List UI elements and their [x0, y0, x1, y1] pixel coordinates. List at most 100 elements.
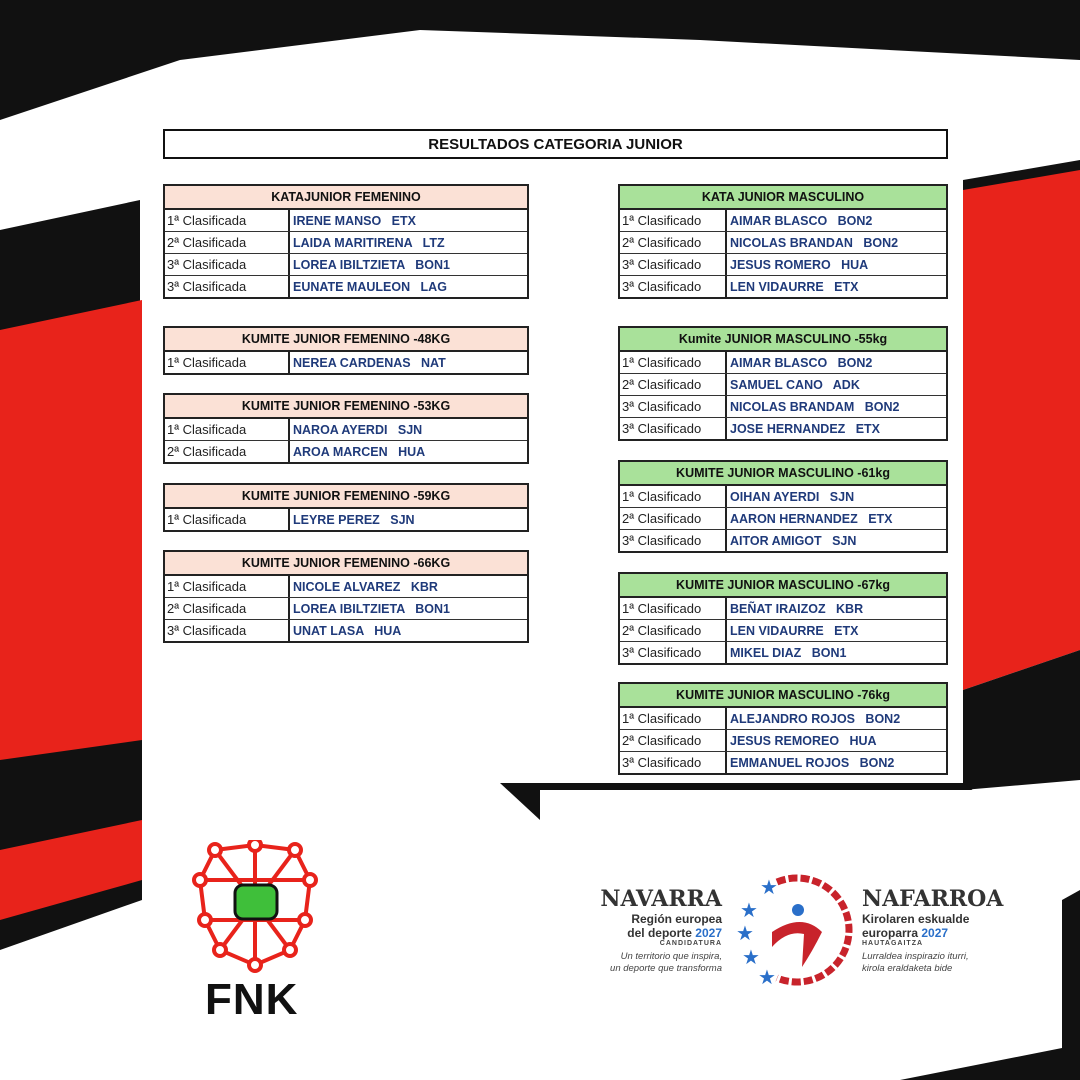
placement-label: 1ª Clasificada [165, 509, 290, 530]
placement-label: 1ª Clasificada [165, 210, 290, 231]
athlete-club: AARON HERNANDEZ ETX [730, 511, 893, 526]
navarra-sub1: Región europea [631, 912, 722, 926]
table-row: 2ª Clasificada LAIDA MARITIRENA LTZ [165, 232, 527, 254]
table-row: 3ª Clasificado JOSE HERNANDEZ ETX [620, 418, 946, 439]
table-row: 1ª Clasificada IRENE MANSO ETX [165, 210, 527, 232]
svg-text:★: ★ [758, 967, 776, 988]
results-table: KUMITE JUNIOR FEMENINO -59KG 1ª Clasifica… [163, 483, 529, 532]
placement-label: 3ª Clasificado [620, 752, 727, 773]
athlete-club: LEN VIDAURRE ETX [730, 279, 859, 294]
table-row: 1ª Clasificado ALEJANDRO ROJOS BON2 [620, 708, 946, 730]
athlete-club: OIHAN AYERDI SJN [730, 489, 855, 504]
placement-label: 3ª Clasificado [620, 254, 727, 275]
navarra-year: 2027 [695, 926, 722, 940]
svg-text:★: ★ [742, 947, 760, 969]
table-header: KATA JUNIOR MASCULINO [620, 186, 946, 210]
nafarroa-sub1: Kirolaren eskualde [862, 912, 970, 926]
table-header: KATAJUNIOR FEMENINO [165, 186, 527, 210]
results-table: KUMITE JUNIOR FEMENINO -53KG 1ª Clasifica… [163, 393, 529, 464]
table-row: 3ª Clasificado LEN VIDAURRE ETX [620, 276, 946, 297]
navarra-title: NAVARRA [600, 886, 722, 912]
athlete-club: LOREA IBILTZIETA BON1 [293, 257, 450, 272]
nafarroa-sub2: europarra [862, 926, 922, 940]
table-header: KUMITE JUNIOR FEMENINO -53KG [165, 395, 527, 419]
results-table: KUMITE JUNIOR FEMENINO -66KG 1ª Clasifica… [163, 550, 529, 643]
athlete-club: SAMUEL CANO ADK [730, 377, 860, 392]
table-row: 3ª Clasificado EMMANUEL ROJOS BON2 [620, 752, 946, 773]
table-row: 1ª Clasificada LEYRE PEREZ SJN [165, 509, 527, 530]
placement-label: 1ª Clasificado [620, 598, 727, 619]
athlete-club: MIKEL DIAZ BON1 [730, 645, 847, 660]
results-table: KUMITE JUNIOR MASCULINO -67kg 1ª Clasific… [618, 572, 948, 665]
athlete-club: BEÑAT IRAIZOZ KBR [730, 601, 864, 616]
results-table: KATAJUNIOR FEMENINO 1ª Clasificada IRENE M… [163, 184, 529, 299]
table-row: 3ª Clasificada LOREA IBILTZIETA BON1 [165, 254, 527, 276]
table-row: 3ª Clasificado AITOR AMIGOT SJN [620, 530, 946, 551]
athlete-club: ALEJANDRO ROJOS BON2 [730, 711, 901, 726]
athlete-club: AROA MARCEN HUA [293, 444, 426, 459]
svg-text:★: ★ [760, 877, 778, 899]
athlete-club: AITOR AMIGOT SJN [730, 533, 857, 548]
placement-label: 3ª Clasificado [620, 418, 727, 439]
table-row: 2ª Clasificado AARON HERNANDEZ ETX [620, 508, 946, 530]
navarra-slogan1: Un territorio que inspira, [620, 951, 722, 962]
table-row: 3ª Clasificado MIKEL DIAZ BON1 [620, 642, 946, 663]
placement-label: 2ª Clasificado [620, 232, 727, 253]
fnk-logo-icon [192, 840, 318, 973]
placement-label: 1ª Clasificado [620, 708, 727, 729]
table-row: 1ª Clasificada NEREA CARDENAS NAT [165, 352, 527, 373]
table-header: KUMITE JUNIOR FEMENINO -48KG [165, 328, 527, 352]
placement-label: 2ª Clasificada [165, 232, 290, 253]
athlete-club: NICOLE ALVAREZ KBR [293, 579, 438, 594]
athlete-club: EMMANUEL ROJOS BON2 [730, 755, 895, 770]
placement-label: 3ª Clasificada [165, 254, 290, 275]
athlete-club: NICOLAS BRANDAM BON2 [730, 399, 900, 414]
table-row: 1ª Clasificada NAROA AYERDI SJN [165, 419, 527, 441]
table-row: 3ª Clasificada UNAT LASA HUA [165, 620, 527, 641]
athlete-club: NAROA AYERDI SJN [293, 422, 423, 437]
athlete-club: UNAT LASA HUA [293, 623, 402, 638]
placement-label: 1ª Clasificado [620, 352, 727, 373]
nafarroa-title: NAFARROA [862, 886, 1004, 912]
table-header: Kumite JUNIOR MASCULINO -55kg [620, 328, 946, 352]
svg-text:★: ★ [740, 900, 758, 922]
placement-label: 2ª Clasificado [620, 508, 727, 529]
athlete-club: EUNATE MAULEON LAG [293, 279, 447, 294]
placement-label: 1ª Clasificada [165, 419, 290, 440]
placement-label: 3ª Clasificada [165, 620, 290, 641]
placement-label: 2ª Clasificado [620, 730, 727, 751]
athlete-club: AIMAR BLASCO BON2 [730, 355, 873, 370]
navarra-sub2: del deporte [627, 926, 696, 940]
navarra-tag: CANDIDATURA [659, 940, 722, 947]
table-row: 3ª Clasificado NICOLAS BRANDAM BON2 [620, 396, 946, 418]
table-row: 2ª Clasificado LEN VIDAURRE ETX [620, 620, 946, 642]
placement-label: 1ª Clasificada [165, 576, 290, 597]
placement-label: 3ª Clasificado [620, 276, 727, 297]
table-row: 1ª Clasificado OIHAN AYERDI SJN [620, 486, 946, 508]
placement-label: 3ª Clasificada [165, 276, 290, 297]
results-table: KUMITE JUNIOR FEMENINO -48KG 1ª Clasifica… [163, 326, 529, 375]
table-row: 3ª Clasificado JESUS ROMERO HUA [620, 254, 946, 276]
table-header: KUMITE JUNIOR FEMENINO -59KG [165, 485, 527, 509]
placement-label: 2ª Clasificado [620, 374, 727, 395]
fnk-logo-text: FNK [205, 975, 299, 1024]
navarra-slogan2: un deporte que transforma [610, 963, 722, 974]
athlete-club: NEREA CARDENAS NAT [293, 355, 446, 370]
results-table: Kumite JUNIOR MASCULINO -55kg 1ª Clasific… [618, 326, 948, 441]
athlete-club: IRENE MANSO ETX [293, 213, 416, 228]
athlete-club: JOSE HERNANDEZ ETX [730, 421, 881, 436]
athlete-club: LEYRE PEREZ SJN [293, 512, 415, 527]
placement-label: 3ª Clasificado [620, 530, 727, 551]
placement-label: 3ª Clasificado [620, 642, 727, 663]
table-row: 2ª Clasificado JESUS REMOREO HUA [620, 730, 946, 752]
placement-label: 3ª Clasificado [620, 396, 727, 417]
table-row: 1ª Clasificado BEÑAT IRAIZOZ KBR [620, 598, 946, 620]
navarra-logo-left: NAVARRA Región europea del deporte 2027 … [590, 886, 722, 975]
athlete-club: JESUS REMOREO HUA [730, 733, 877, 748]
page-title: RESULTADOS CATEGORIA JUNIOR [163, 129, 948, 159]
nafarroa-year: 2027 [921, 926, 949, 940]
nafarroa-slogan1: Lurraldea inspirazio iturri, [862, 951, 969, 962]
table-row: 2ª Clasificado NICOLAS BRANDAN BON2 [620, 232, 946, 254]
table-header: KUMITE JUNIOR MASCULINO -61kg [620, 462, 946, 486]
logo-area [540, 790, 1062, 1048]
